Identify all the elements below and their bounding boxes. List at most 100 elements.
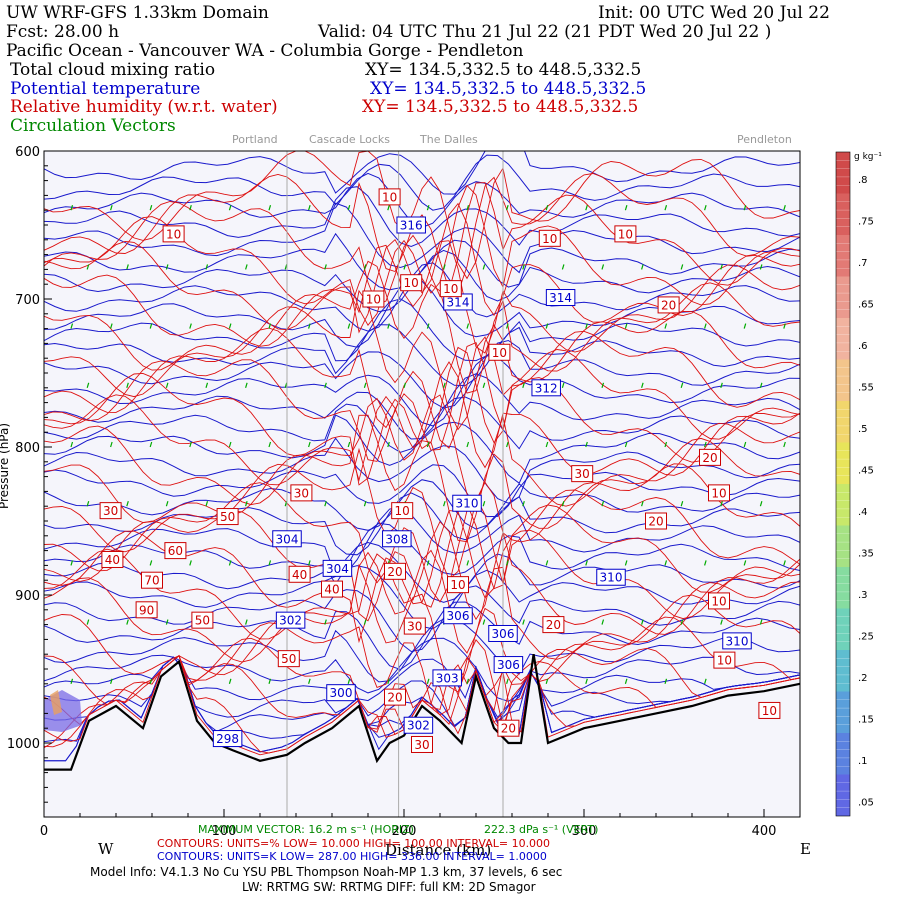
rh-label: 10 [404, 276, 419, 290]
colorbar-swatch [836, 442, 850, 484]
rh-contour [44, 549, 800, 663]
rh-label-box [191, 611, 214, 629]
x-axis-label: Distance (km) [385, 841, 492, 859]
circulation-vector [759, 382, 763, 388]
model-title: UW WRF-GFS 1.33km Domain [6, 3, 269, 23]
circulation-vector [783, 560, 786, 566]
circulation-vector [664, 323, 668, 329]
rh-contour [44, 289, 800, 431]
rh-label: 90 [139, 603, 154, 617]
theta-contour [44, 506, 800, 577]
theta-label: 303 [436, 671, 459, 685]
rh-label: 30 [294, 486, 309, 500]
theta-label-box [596, 568, 626, 586]
colorbar-label: .3 [858, 590, 868, 601]
rh-label-box [384, 562, 406, 580]
theta-label-box [275, 611, 306, 629]
rh-label-box [403, 617, 426, 635]
circulation-vector [205, 501, 209, 507]
rh-label-box [290, 484, 313, 502]
rh-label-box [162, 225, 185, 243]
circulation-vector [680, 619, 684, 625]
rh-label: 10 [492, 346, 507, 360]
theta-contour [44, 492, 800, 556]
circulation-vector [308, 678, 311, 684]
colorbar-label: .15 [858, 714, 874, 725]
rh-label: 20 [546, 618, 561, 632]
circulation-vector [228, 205, 232, 211]
rh-label-box [141, 571, 163, 589]
circulation-vector [245, 382, 248, 388]
circulation-vector [704, 205, 707, 211]
field-cloud-name: Total cloud mixing ratio [10, 60, 216, 80]
theta-contour [44, 585, 800, 653]
rh-contour [44, 520, 800, 640]
circulation-vector [443, 264, 446, 270]
theta-contour [44, 541, 800, 603]
circulation-vector [86, 501, 90, 507]
rh-contour [44, 346, 800, 486]
field-rh-name: Relative humidity (w.r.t. water) [10, 97, 278, 117]
circulation-vector [165, 264, 169, 270]
circulation-vector [783, 323, 786, 329]
circulation-vector [363, 619, 367, 625]
cloud-core [50, 690, 62, 715]
region-label: Pacific Ocean - Vancouver WA - Columbia … [6, 41, 524, 61]
circulation-vector [680, 264, 684, 270]
theta-label: 306 [447, 609, 470, 623]
rh-label: 10 [711, 486, 726, 500]
rh-label: 40 [292, 568, 307, 582]
circulation-vector [641, 264, 644, 270]
theta-label: 304 [326, 562, 349, 576]
circulation-vector [268, 678, 272, 684]
rh-label-box [400, 274, 423, 292]
circulation-vector [268, 205, 272, 211]
theta-contour [44, 339, 800, 409]
y-axis: 600 700 800 900 1000 [7, 145, 52, 818]
circulation-vector [110, 323, 113, 329]
circulation-vector [149, 560, 153, 566]
circulation-vector [482, 619, 486, 625]
theta-label-box [493, 656, 524, 674]
rh-label: 50 [281, 652, 296, 666]
circulation-vector [561, 382, 565, 388]
rh-label-box [542, 616, 565, 634]
rh-label: 10 [450, 578, 465, 592]
theta-label: 314 [549, 291, 572, 305]
circulation-vector [466, 441, 470, 448]
rh-label-box [439, 280, 462, 298]
theta-label-box [545, 289, 576, 307]
circulation-vector [743, 323, 747, 329]
max-vector-horiz: MAXIMUM VECTOR: 16.2 m s⁻¹ (HORIZ) [198, 823, 414, 836]
rh-label: 20 [387, 691, 402, 705]
plot-frame [43, 150, 801, 818]
colorbar-label: .25 [858, 631, 874, 642]
rh-label: 10 [166, 227, 181, 241]
theta-label-box [488, 624, 518, 642]
model-info: Model Info: V4.1.3 No Cu YSU PBL Thompso… [90, 865, 563, 879]
rh-contour [44, 173, 800, 294]
circulation-vector [545, 678, 549, 684]
theta-contour [44, 437, 800, 504]
circulation-vector [387, 678, 390, 684]
rh-label: 30 [407, 620, 422, 634]
circulation-vector [443, 382, 446, 388]
rh-label-box [288, 565, 311, 583]
colorbar-swatch [836, 359, 850, 401]
circulation-vector [126, 619, 129, 625]
rh-contour-info: CONTOURS: UNITS=% LOW= 10.000 HIGH= 100.… [157, 837, 551, 850]
rh-label-box [708, 484, 730, 502]
rh-label-box [378, 188, 401, 206]
colorbar-label: .35 [858, 548, 874, 559]
colorbar-frame [835, 151, 851, 817]
circulation-vector [426, 441, 430, 448]
colorbar-label: .5 [858, 424, 868, 435]
model-info-physics: LW: RRTMG SW: RRTMG DIFF: full KM: 2D Sm… [242, 880, 536, 894]
circulation-vector [324, 619, 327, 625]
circulation-vector [110, 441, 113, 448]
theta-label: 306 [497, 658, 520, 672]
theta-contour [44, 479, 800, 531]
circulation-vector [743, 441, 747, 448]
circulation-vector [601, 264, 605, 270]
y-tick-label: 1000 [7, 737, 40, 752]
